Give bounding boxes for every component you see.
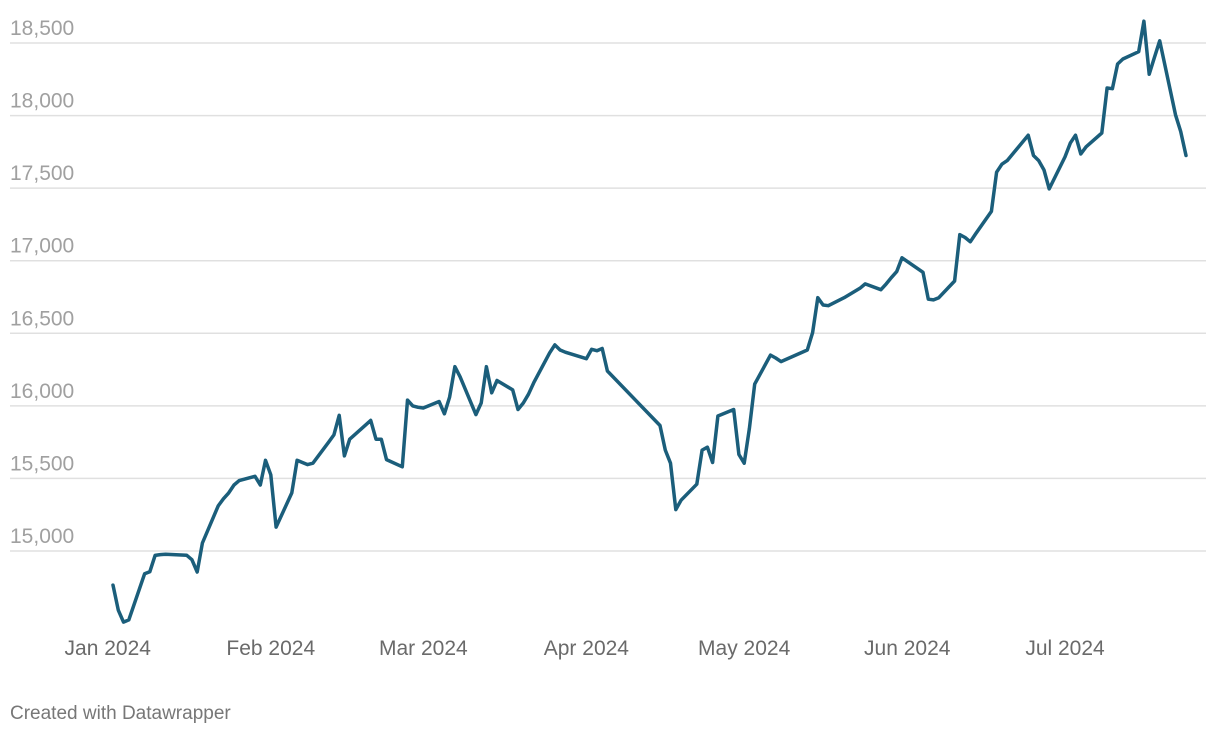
x-axis-labels: Jan 2024 Feb 2024 Mar 2024 Apr 2024 May 2024… — [65, 637, 1106, 660]
y-tick-label: 17,000 — [10, 235, 74, 258]
series-line — [111, 19, 1188, 624]
x-tick-label: May 2024 — [698, 637, 791, 660]
x-tick-label: Jun 2024 — [864, 637, 951, 660]
y-tick-label: 15,000 — [10, 525, 74, 548]
x-tick-label: Mar 2024 — [379, 637, 468, 660]
y-tick-label: 16,000 — [10, 380, 74, 403]
x-tick-label: Feb 2024 — [226, 637, 315, 660]
credit-text: Created with Datawrapper — [10, 703, 231, 724]
y-tick-label: 15,500 — [10, 452, 74, 475]
x-tick-label: Jul 2024 — [1025, 637, 1105, 660]
y-tick-label: 17,500 — [10, 162, 74, 185]
y-axis-labels: 15,000 15,500 16,000 16,500 17,000 17,500 18,0… — [10, 17, 74, 548]
y-tick-label: 18,000 — [10, 90, 74, 113]
y-tick-label: 18,500 — [10, 17, 74, 40]
gridlines — [10, 42, 1206, 552]
line-chart: 15,000 15,500 16,000 16,500 17,000 17,500 18,0… — [10, 17, 1206, 660]
x-tick-label: Apr 2024 — [544, 637, 630, 660]
x-tick-label: Jan 2024 — [65, 637, 152, 660]
y-tick-label: 16,500 — [10, 307, 74, 330]
